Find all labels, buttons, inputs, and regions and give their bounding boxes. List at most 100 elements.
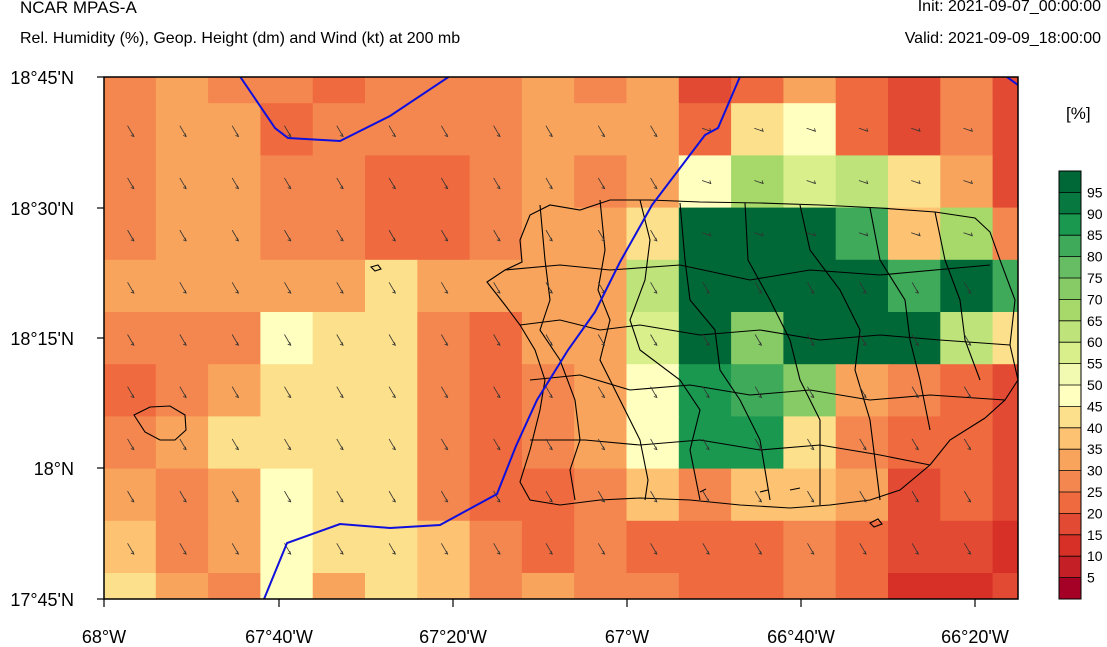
wind-arrow [179, 386, 187, 399]
humidity-cell [1045, 51, 1098, 104]
wind-arrow [911, 386, 919, 399]
colorbar-swatch [1059, 492, 1081, 514]
wind-arrow [441, 543, 449, 555]
humidity-cell [521, 573, 576, 599]
wind-arrow [179, 125, 187, 138]
wind-arrow [179, 334, 187, 346]
humidity-cell [888, 77, 942, 105]
wind-arrow [859, 543, 867, 555]
humidity-cell [678, 77, 733, 105]
wind-arrow [650, 229, 658, 242]
wind-arrow [545, 334, 553, 346]
x-tick-label: 68°W [82, 627, 126, 647]
humidity-cell [992, 259, 1018, 313]
isla-de-mona [133, 405, 187, 441]
x-tick-label: 67°20'W [419, 627, 487, 647]
wind-arrow [493, 282, 501, 294]
wind-arrow [597, 490, 606, 503]
wind-arrow [754, 490, 763, 503]
map-subtitle: Rel. Humidity (%), Geop. Height (dm) and… [20, 30, 461, 47]
wind-arrow [388, 282, 396, 294]
valid-time: Valid: 2021-09-09_18:00:00 [904, 30, 1101, 47]
colorbar-label: 95 [1087, 184, 1103, 200]
colorbar-swatch [1059, 363, 1081, 386]
humidity-cell [992, 416, 1018, 470]
wind-arrow [493, 125, 501, 138]
wind-arrow [650, 177, 658, 190]
municipal-boundary [744, 202, 821, 505]
wind-arrow [336, 490, 344, 503]
wind-arrow [702, 438, 710, 451]
wind-arrow [807, 438, 815, 451]
colorbar-swatch [1059, 235, 1081, 258]
humidity-cell [992, 364, 1018, 418]
wind-arrow [545, 177, 553, 190]
wind-arrow [284, 334, 292, 346]
colorbar-label: 55 [1087, 356, 1103, 372]
wind-arrow [231, 177, 240, 190]
wind-arrow [807, 386, 815, 399]
wind-arrow [964, 490, 972, 503]
colorbar-swatch [1059, 213, 1081, 236]
wind-arrow [284, 438, 292, 451]
colorbar-label: 85 [1087, 227, 1103, 243]
wind-arrow [179, 177, 187, 190]
colorbar-label: 50 [1087, 377, 1103, 393]
coastline-and-boundaries [133, 199, 1018, 528]
wind-arrow [388, 543, 396, 555]
colorbar-swatch [1059, 192, 1081, 215]
humidity-cell [155, 573, 210, 599]
humidity-cell [992, 155, 1018, 209]
humidity-cell [992, 520, 1018, 574]
wind-arrow [336, 229, 344, 242]
humidity-cell [679, 625, 732, 647]
wind-arrow [441, 177, 449, 190]
humidity-field [104, 51, 1098, 647]
wind-arrow [597, 386, 606, 399]
colorbar-label: 35 [1087, 441, 1103, 457]
wind-arrow [179, 438, 187, 451]
wind-arrow [388, 386, 396, 399]
colorbar-swatch [1059, 385, 1081, 407]
humidity-cell [365, 77, 419, 105]
municipal-boundary [530, 439, 931, 466]
colorbar-swatch [1059, 534, 1081, 557]
wind-arrow [859, 282, 867, 294]
colorbar-label: 45 [1087, 398, 1103, 414]
wind-arrow [441, 490, 449, 503]
wind-arrow [284, 386, 292, 399]
colorbar-swatch [1059, 171, 1081, 193]
colorbar-label: 25 [1087, 484, 1103, 500]
colorbar-swatch [1059, 577, 1081, 600]
wind-arrow [127, 490, 135, 503]
x-tick-label: 66°20'W [941, 627, 1009, 647]
wind-arrow [807, 543, 815, 555]
colorbar-units: [%] [1066, 104, 1091, 123]
humidity-cell [312, 573, 366, 599]
wind-arrow [179, 229, 187, 242]
y-tick-label: 18°45'N [10, 68, 74, 88]
humidity-cell [992, 103, 1018, 157]
colorbar-label: 70 [1087, 291, 1103, 307]
wind-arrow [702, 334, 710, 346]
wind-arrow [597, 334, 606, 346]
wind-arrow [231, 334, 240, 346]
humidity-cell [835, 77, 889, 105]
wind-arrow [650, 282, 658, 294]
wind-arrow [650, 334, 658, 346]
humidity-cell [365, 573, 419, 599]
wind-barbs [127, 125, 973, 555]
wind-arrow [179, 490, 187, 503]
humidity-cell [156, 625, 209, 647]
wind-arrow [650, 125, 658, 138]
wind-arrow [597, 229, 606, 242]
wind-arrow [231, 282, 240, 294]
municipal-boundary [539, 204, 581, 501]
wind-arrow [911, 127, 921, 132]
humidity-cell [312, 77, 366, 105]
wind-arrow [964, 386, 972, 399]
humidity-cell [888, 625, 941, 647]
humidity-cell [783, 573, 837, 599]
wind-arrow [127, 334, 135, 346]
humidity-cell [731, 573, 785, 599]
